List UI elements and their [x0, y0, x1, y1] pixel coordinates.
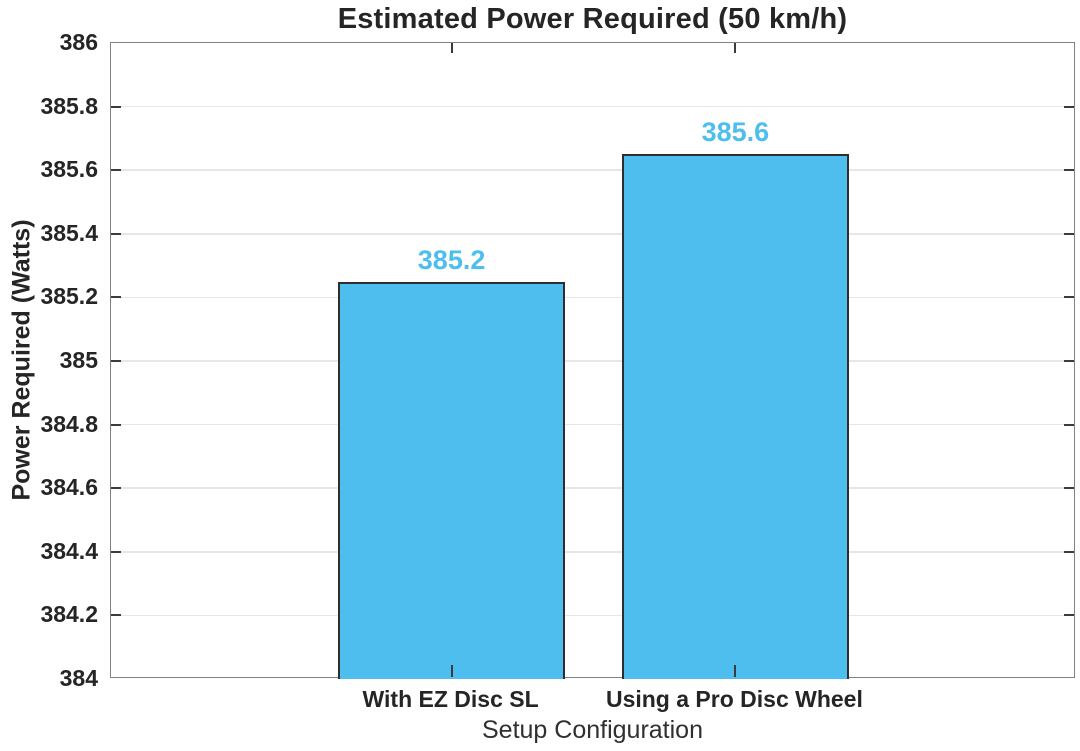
- y-tick-mark-left: [111, 487, 121, 490]
- bar-value-label: 385.6: [701, 117, 770, 148]
- y-tick-mark-left: [111, 550, 121, 553]
- y-gridline: [111, 423, 1074, 426]
- y-tick-label: 384: [59, 665, 98, 691]
- x-tick-mark-bottom: [450, 665, 453, 677]
- y-tick-mark-left: [111, 232, 121, 235]
- x-tick-mark-top: [450, 43, 453, 53]
- y-gridline: [111, 614, 1074, 617]
- y-tick-label: 384.2: [40, 601, 98, 628]
- x-tick-mark-bottom: [734, 665, 737, 677]
- y-tick-label: 385.4: [40, 219, 98, 246]
- y-tick-mark-right: [1064, 169, 1074, 172]
- y-gridline: [111, 233, 1074, 235]
- y-gridline: [111, 296, 1074, 299]
- y-gridline: [111, 487, 1074, 489]
- y-tick-mark-left: [111, 169, 121, 172]
- x-tick-mark-top: [734, 43, 737, 53]
- chart-title: Estimated Power Required (50 km/h): [337, 3, 848, 35]
- y-tick-mark-right: [1064, 550, 1074, 553]
- y-tick-label: 384.6: [40, 474, 98, 501]
- y-tick-mark-right: [1064, 487, 1074, 490]
- y-tick-label: 385: [59, 347, 98, 373]
- y-tick-mark-right: [1064, 232, 1074, 235]
- bar-1: [338, 281, 566, 679]
- y-gridline: [111, 551, 1074, 553]
- y-tick-mark-left: [111, 423, 121, 426]
- y-tick-mark-right: [1064, 423, 1074, 426]
- y-tick-mark-right: [1064, 614, 1074, 617]
- y-tick-label: 385.6: [40, 156, 98, 183]
- y-gridline: [111, 169, 1074, 171]
- x-tick-label: With EZ Disc SL: [362, 686, 539, 712]
- y-tick-mark-right: [1064, 105, 1074, 108]
- x-axis-label: Setup Configuration: [482, 716, 703, 744]
- y-gridline: [111, 105, 1074, 108]
- y-tick-mark-right: [1064, 360, 1074, 362]
- y-tick-mark-left: [111, 360, 121, 362]
- y-gridline: [111, 360, 1074, 362]
- y-tick-mark-right: [1064, 296, 1074, 299]
- y-tick-label: 386: [59, 29, 98, 55]
- bar-2: [621, 154, 849, 679]
- y-tick-label: 384.4: [40, 537, 98, 564]
- y-tick-mark-left: [111, 614, 121, 617]
- plot-area: 385.2 385.6: [110, 42, 1075, 679]
- x-tick-label: Using a Pro Disc Wheel: [605, 686, 863, 712]
- y-tick-label: 385.2: [40, 283, 98, 310]
- bar-value-label: 385.2: [417, 244, 486, 275]
- y-tick-label: 385.8: [40, 92, 98, 119]
- y-tick-mark-left: [111, 105, 121, 108]
- y-tick-mark-left: [111, 296, 121, 299]
- y-tick-label: 384.8: [40, 410, 98, 437]
